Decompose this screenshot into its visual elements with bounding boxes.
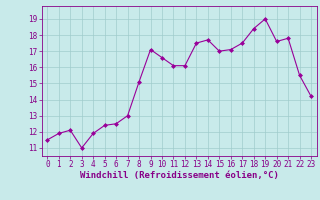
X-axis label: Windchill (Refroidissement éolien,°C): Windchill (Refroidissement éolien,°C) xyxy=(80,171,279,180)
